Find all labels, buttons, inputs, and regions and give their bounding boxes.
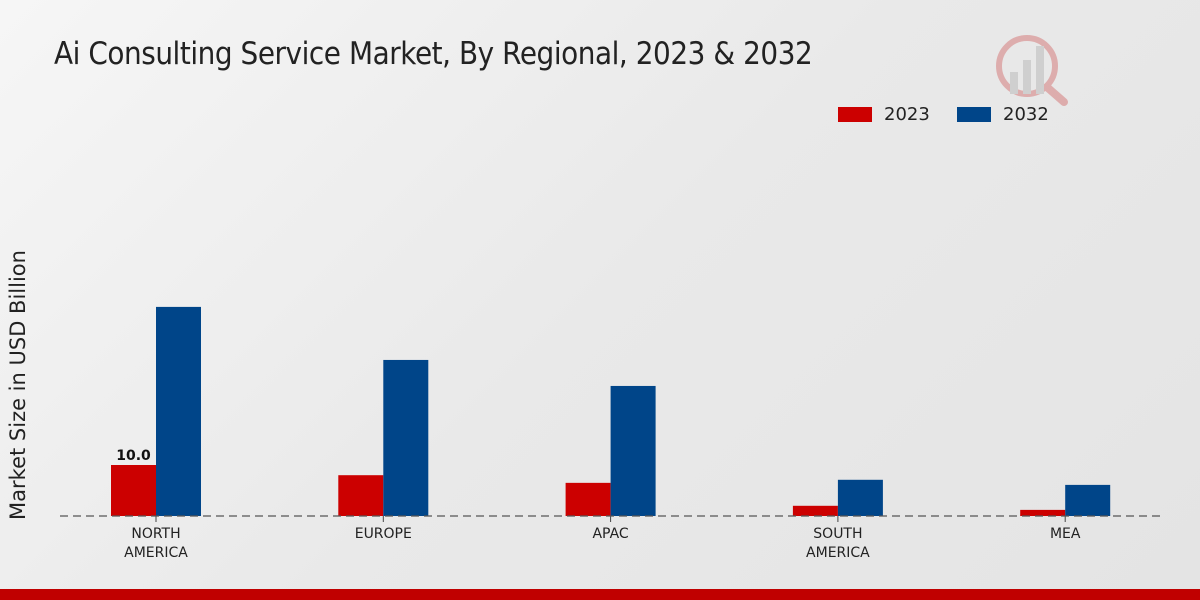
bar-mea-2032: [1065, 484, 1111, 516]
bar-south-america-2032: [837, 479, 883, 516]
legend-label-2023: 2023: [884, 104, 930, 125]
legend-item-2023: 2023: [838, 104, 930, 125]
legend-swatch-2032: [957, 107, 991, 122]
data-label-north-america-2023: 10.0: [116, 448, 151, 464]
bar-europe-2023: [338, 475, 384, 516]
x-tick-label-apac: APAC: [592, 526, 628, 542]
legend-item-2032: 2032: [957, 104, 1049, 125]
bar-north-america-2023: [111, 465, 156, 516]
x-tick-label-europe: EUROPE: [355, 526, 412, 542]
bar-apac-2023: [565, 482, 611, 516]
x-tick-label-mea: MEA: [1050, 526, 1081, 542]
bar-north-america-2032: [156, 306, 201, 516]
legend-label-2032: 2032: [1003, 104, 1049, 125]
x-tick-label-south-america: SOUTH AMERICA: [806, 526, 870, 561]
logo-watermark: [996, 35, 1068, 106]
legend-swatch-2023: [838, 107, 872, 122]
footer-bar: [0, 589, 1200, 600]
chart-title: Ai Consulting Service Market, By Regiona…: [54, 36, 813, 72]
bar-europe-2032: [383, 359, 429, 516]
bar-south-america-2023: [792, 505, 838, 516]
bar-apac-2032: [610, 385, 656, 516]
x-tick-label-north-america: NORTH AMERICA: [124, 526, 188, 561]
bar-mea-2023: [1020, 509, 1066, 516]
